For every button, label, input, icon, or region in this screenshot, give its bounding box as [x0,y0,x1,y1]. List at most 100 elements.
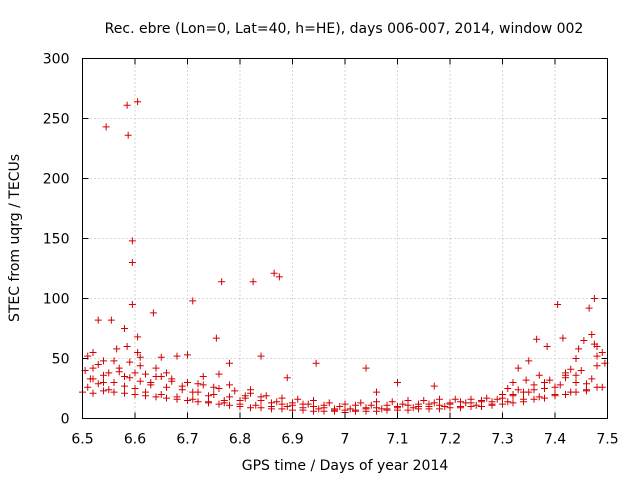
data-point [420,397,428,404]
data-point [121,389,128,397]
y-tick-label: 300 [43,52,70,68]
data-point [215,385,223,392]
data-point [593,352,601,360]
data-point [562,369,569,377]
data-point [142,370,149,378]
data-point [415,405,422,413]
data-point [226,393,233,401]
data-point [299,406,307,414]
data-point [562,391,569,398]
data-point [236,403,244,410]
data-point [509,391,517,398]
data-point [215,400,223,408]
data-point [107,316,115,324]
data-point [110,388,118,396]
data-point [113,345,121,353]
data-point [289,406,296,414]
data-point [121,325,128,332]
data-point [294,395,302,403]
data-point [567,365,575,373]
x-tick-label: 6.7 [176,432,198,448]
data-point [262,392,270,400]
data-point [373,388,380,396]
data-point [257,393,265,401]
data-point [446,404,454,412]
tick-layer: 6.5 6.6 6.7 6.8 6.9 7 7.1 7.2 7.3 7.4 7.5 0 50 100 150… [43,52,619,448]
data-point [128,259,136,266]
data-point [451,395,459,403]
data-point [273,398,281,406]
data-point [257,404,265,412]
data-point [430,382,438,390]
data-point [89,349,97,356]
data-point [215,370,223,378]
data-point [94,316,102,324]
data-point [373,407,380,415]
data-point [89,364,97,372]
data-point [247,404,254,412]
data-point [457,404,464,412]
data-point [268,399,275,407]
data-point [249,278,257,286]
data-point [134,333,142,341]
data-point [493,395,501,403]
data-point [346,405,354,413]
data-point [541,385,548,392]
data-point [551,383,559,391]
data-point [509,399,517,407]
data-point [123,343,131,350]
data-point [457,398,464,406]
data-point [110,357,118,365]
x-tick-label: 7.5 [596,432,618,448]
data-point [535,393,543,401]
data-point [126,374,134,382]
data-point [530,395,538,403]
data-point [362,364,370,372]
data-point [583,387,590,395]
y-tick-label: 250 [43,112,70,128]
data-point [331,407,338,415]
data-point [123,101,131,109]
y-tick-label: 50 [52,352,70,368]
data-point [593,362,601,370]
x-tick-label: 6.9 [281,432,303,448]
data-point [559,334,567,342]
data-point [128,237,136,245]
data-point [585,304,593,312]
data-point [575,345,583,353]
data-point [152,393,160,401]
data-point [157,353,165,361]
x-tick-label: 7 [341,432,350,448]
y-tick-label: 100 [43,292,70,308]
data-point [100,379,107,386]
data-point [220,397,228,404]
data-point [367,401,375,409]
data-point [310,407,317,415]
data-point [577,367,585,374]
data-point [499,400,506,408]
data-point [275,273,283,281]
data-point [178,382,186,390]
data-point [163,369,170,377]
data-point [252,401,260,409]
data-point [131,385,139,392]
data-point [257,352,265,360]
chart-title: Rec. ebre (Lon=0, Lat=40, h=HE), days 00… [105,21,584,37]
data-point [533,335,541,343]
data-point [226,401,233,409]
y-axis-label: STEC from uqrg / TECUs [7,154,23,322]
data-point [142,392,149,400]
data-point [478,397,485,404]
data-point [212,334,220,342]
data-point [136,353,144,361]
y-tick-label: 0 [61,412,70,428]
data-point [134,349,142,356]
x-tick-label: 7.4 [544,432,566,448]
data-point [325,399,333,407]
data-point [278,405,286,413]
x-tick-label: 6.5 [71,432,93,448]
data-point [189,297,197,305]
data-point [147,379,155,386]
data-point [241,392,249,400]
